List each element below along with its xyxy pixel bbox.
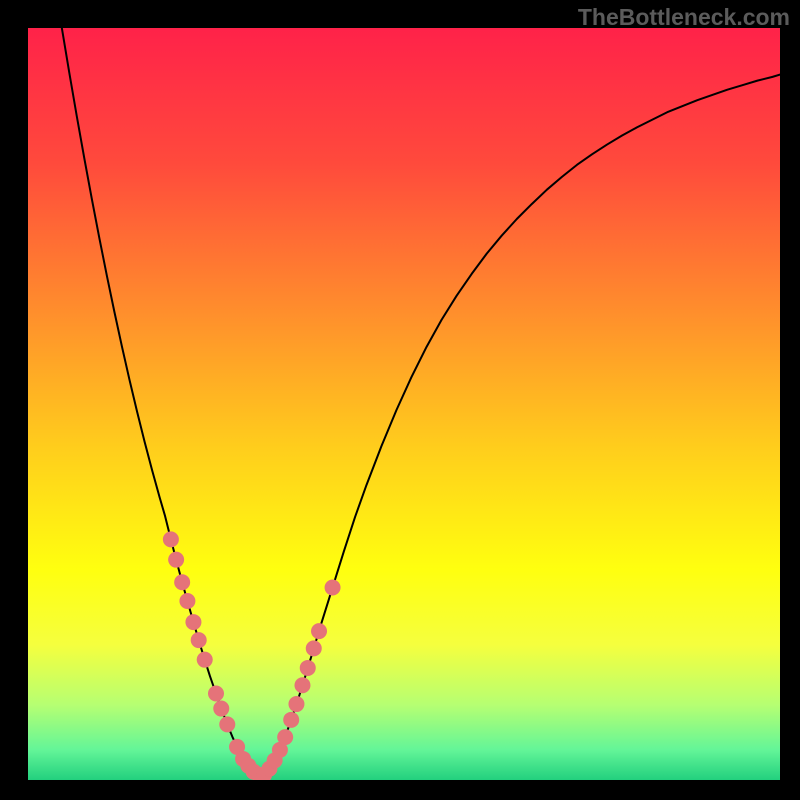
markers-layer [28, 28, 780, 780]
marker-dot [163, 531, 179, 547]
marker-dot [311, 623, 327, 639]
marker-dot [185, 614, 201, 630]
marker-dot [179, 593, 195, 609]
marker-dot [191, 632, 207, 648]
marker-dot [168, 552, 184, 568]
marker-dot [294, 677, 310, 693]
marker-dot [300, 660, 316, 676]
marker-dot [325, 579, 341, 595]
marker-dot [283, 712, 299, 728]
plot-area [28, 28, 780, 780]
marker-dot [277, 729, 293, 745]
marker-dot [197, 652, 213, 668]
watermark-text: TheBottleneck.com [578, 4, 790, 31]
marker-dot [174, 574, 190, 590]
marker-dot [213, 701, 229, 717]
marker-dot [219, 716, 235, 732]
marker-dot [288, 696, 304, 712]
marker-dot [306, 640, 322, 656]
marker-dot [208, 686, 224, 702]
